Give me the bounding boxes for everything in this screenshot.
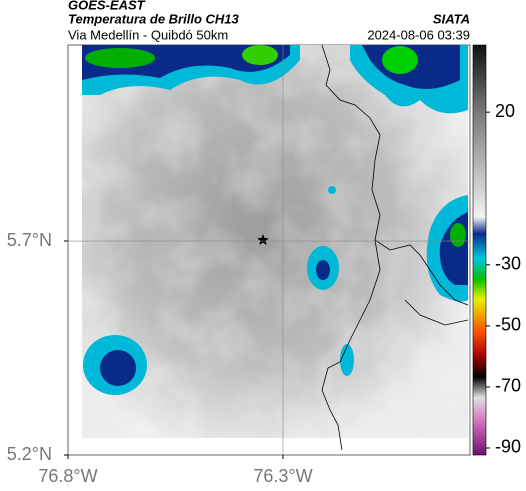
- colorbar-tick-label: -90: [495, 437, 521, 457]
- x-tick-label: 76.8°W: [38, 466, 97, 486]
- timestamp: 2024-08-06 03:39: [367, 27, 470, 42]
- cloud-texture: [82, 45, 468, 438]
- title: GOES-EAST: [68, 0, 146, 12]
- colorbar-tick-label: 20: [495, 101, 515, 121]
- x-tick-label: 76.3°W: [253, 466, 312, 486]
- y-tick-label: 5.7°N: [7, 230, 52, 250]
- y-tick-label: 5.2°N: [7, 444, 52, 464]
- region: Via Medellín - Quibdó 50km: [68, 27, 228, 42]
- colorbar: [472, 44, 487, 456]
- cold-cloud: [450, 223, 466, 247]
- cold-cloud: [340, 344, 354, 376]
- colorbar-tick-label: -30: [495, 254, 521, 274]
- subtitle: Temperatura de Brillo CH13: [68, 11, 240, 26]
- cold-cloud: [382, 46, 418, 74]
- source: SIATA: [433, 11, 470, 26]
- colorbar-tick-label: -70: [495, 376, 521, 396]
- border: [321, 44, 469, 451]
- cold-cloud: [242, 45, 278, 65]
- colorbar-tick-label: -50: [495, 315, 521, 335]
- location-marker: [257, 234, 269, 245]
- cold-cloud: [85, 48, 155, 68]
- cold-cloud: [100, 350, 136, 386]
- cold-cloud: [316, 260, 330, 280]
- imagery: [82, 45, 468, 438]
- cold-cloud: [328, 186, 336, 194]
